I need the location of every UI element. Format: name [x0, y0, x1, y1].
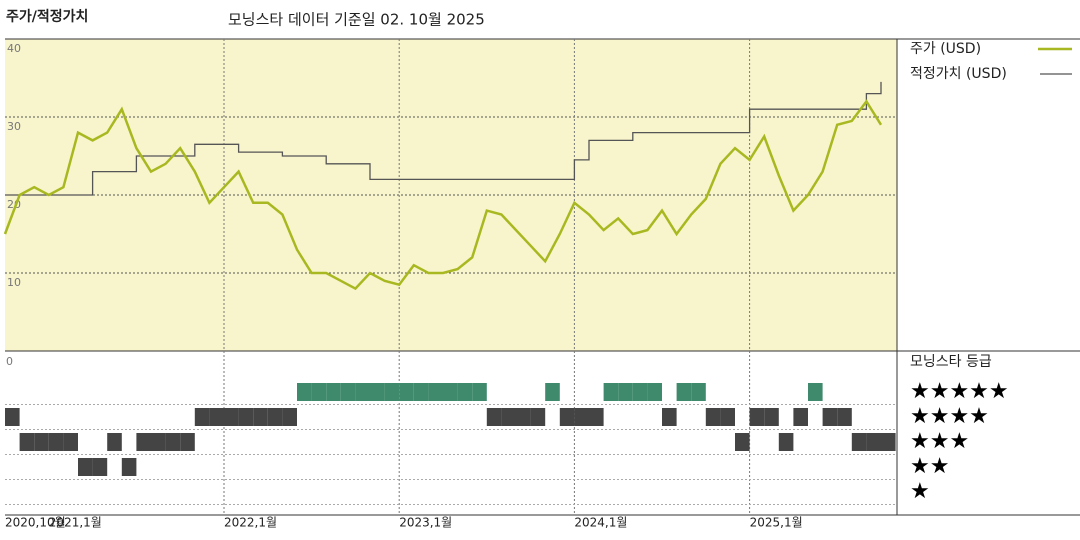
rating-bar [866, 433, 881, 451]
x-tick-label: 2023,1월 [399, 516, 452, 530]
rating-title: 모닝스타 등급 [910, 354, 992, 370]
rating-bar [808, 383, 823, 401]
rating-bar [238, 408, 254, 426]
rating-bar [165, 433, 181, 451]
rating-bar [516, 408, 531, 426]
rating-bar [486, 408, 502, 426]
rating-bar [647, 383, 662, 401]
rating-bar [530, 408, 546, 426]
rating-bar [370, 383, 385, 401]
rating-bar [384, 383, 400, 401]
rating-bar [778, 433, 794, 451]
rating-bar [180, 433, 195, 451]
rating-bar [340, 383, 356, 401]
rating-bar [632, 383, 648, 401]
rating-axis-label: 0 [6, 355, 13, 368]
rating-bar [63, 433, 78, 451]
rating-bar [501, 408, 516, 426]
rating-bar [282, 408, 297, 426]
rating-bar [603, 383, 619, 401]
rating-level-label: ★★★★★ [910, 379, 1009, 404]
x-tick-label: 2024,1월 [574, 516, 627, 530]
rating-bar [297, 383, 312, 401]
rating-bar [19, 433, 35, 451]
rating-bar [589, 408, 604, 426]
rating-bar [472, 383, 487, 401]
y-tick-label: 40 [7, 42, 21, 55]
rating-bar [559, 408, 575, 426]
rating-level-label: ★ [910, 479, 930, 504]
chart-subtitle: 모닝스타 데이터 기준일 02. 10월 2025 [228, 11, 485, 29]
rating-bar [735, 433, 750, 451]
rating-bar [209, 408, 224, 426]
rating-bar [399, 383, 414, 401]
rating-bar [545, 383, 560, 401]
rating-bar [574, 408, 589, 426]
x-tick-label: 2021,1월 [49, 516, 102, 530]
rating-level-label: ★★ [910, 454, 949, 479]
rating-bar [78, 458, 93, 476]
y-tick-label: 30 [7, 120, 21, 133]
rating-level-label: ★★★ [910, 429, 969, 454]
rating-bar [457, 383, 473, 401]
rating-bar [355, 383, 370, 401]
rating-bar [720, 408, 735, 426]
rating-bar [749, 408, 765, 426]
series-line [5, 81, 882, 196]
rating-bar [618, 383, 633, 401]
rating-bar [194, 408, 210, 426]
x-tick-label: 2022,1월 [224, 516, 277, 530]
rating-bar [48, 433, 64, 451]
rating-bar [851, 433, 867, 451]
series-line [3, 99, 883, 291]
rating-bar [92, 458, 108, 476]
x-tick-label: 2025,1월 [750, 516, 803, 530]
rating-bar [326, 383, 341, 401]
rating-bar [691, 383, 706, 401]
y-tick-label: 10 [7, 276, 21, 289]
rating-bar [267, 408, 283, 426]
rating-bar [881, 433, 896, 451]
rating-bar [443, 383, 458, 401]
rating-bar [428, 383, 443, 401]
legend-label: 적정가치 (USD) [910, 66, 1007, 82]
rating-bar [136, 433, 151, 451]
rating-bar [705, 408, 721, 426]
rating-bar [34, 433, 49, 451]
rating-bar [107, 433, 122, 451]
legend-label: 주가 (USD) [910, 41, 981, 57]
rating-bar [837, 408, 852, 426]
rating-bar [822, 408, 838, 426]
rating-bar [662, 408, 677, 426]
rating-bar [224, 408, 239, 426]
rating-bar [5, 408, 20, 426]
rating-bar [793, 408, 808, 426]
rating-bar [311, 383, 327, 401]
rating-bar [413, 383, 429, 401]
chart-title: 주가/적정가치 [6, 8, 88, 25]
rating-bar [121, 458, 137, 476]
x-tick-label: 2020,10월 [5, 516, 66, 530]
rating-bar [151, 433, 166, 451]
rating-bar [764, 408, 779, 426]
rating-bar [676, 383, 692, 401]
rating-level-label: ★★★★ [910, 404, 989, 429]
rating-bar [253, 408, 268, 426]
